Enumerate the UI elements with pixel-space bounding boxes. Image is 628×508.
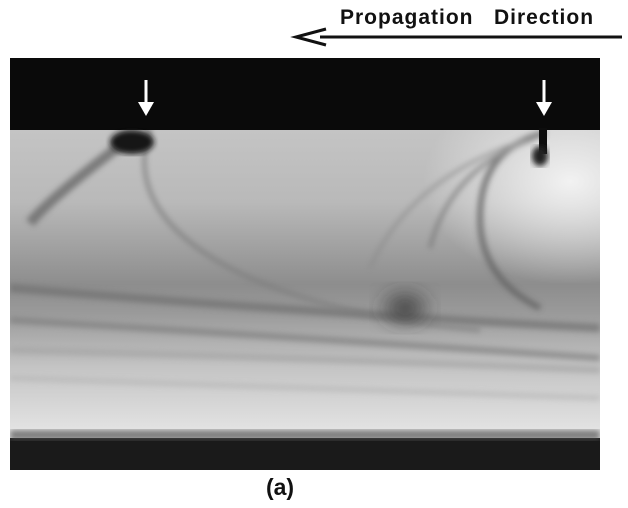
down-arrow-icon (138, 80, 154, 116)
figure-header: Propagation Direction (0, 0, 628, 50)
bottom-dark-band (10, 438, 600, 470)
wake-photograph (10, 58, 600, 470)
top-dark-band (10, 58, 600, 130)
left-arrow-icon (290, 27, 622, 47)
propagation-direction-label: Propagation Direction (340, 6, 595, 29)
figure-caption: (a) (265, 474, 295, 500)
down-arrow-icon (536, 80, 552, 116)
